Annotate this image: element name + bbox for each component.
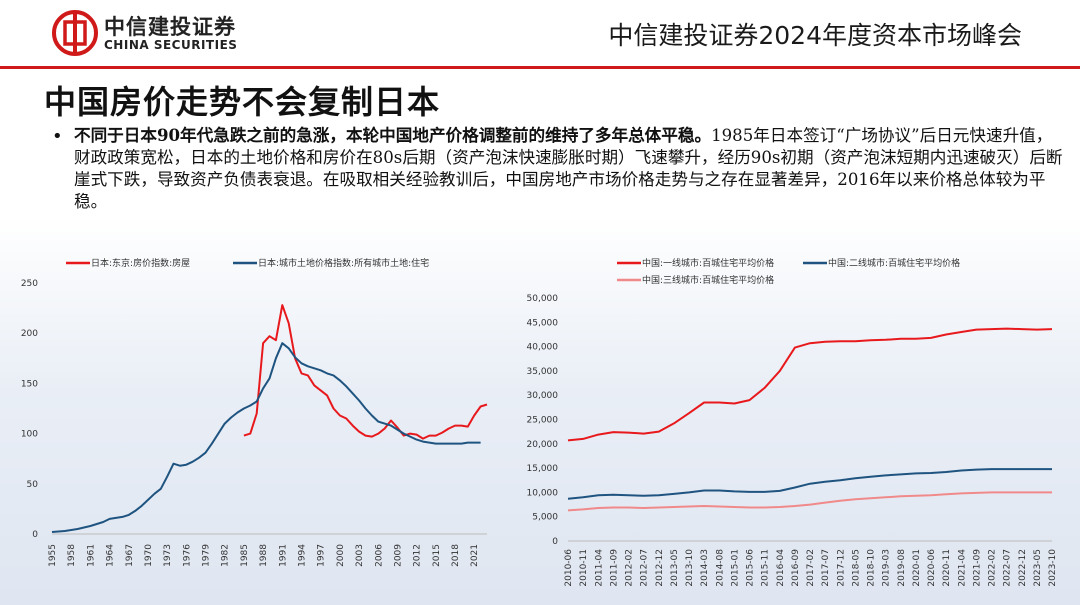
x-tick-label: 2017-02	[806, 549, 816, 587]
x-tick-label: 2018-05	[851, 549, 861, 587]
y-tick-label: 45,000	[527, 318, 559, 328]
x-tick-label: 2018	[451, 544, 461, 567]
y-tick-label: 5,000	[532, 513, 558, 523]
x-tick-label: 2013-05	[670, 549, 680, 587]
page-title: 中国房价走势不会复制日本	[44, 83, 441, 121]
x-tick-label: 1958	[67, 544, 77, 567]
x-tick-label: 1970	[144, 544, 154, 567]
y-tick-label: 150	[21, 379, 38, 389]
x-tick-label: 2016-04	[776, 549, 786, 587]
y-tick-label: 0	[32, 530, 38, 540]
y-tick-label: 100	[21, 430, 38, 440]
x-tick-label: 2012-07	[640, 549, 650, 587]
x-tick-label: 2015-11	[761, 549, 771, 587]
header-divider	[0, 66, 1080, 69]
x-tick-label: 2013-10	[685, 549, 695, 587]
x-tick-label: 1988	[259, 544, 269, 567]
citic-logo-icon	[52, 10, 98, 56]
x-tick-label: 1991	[278, 544, 288, 567]
header: 中信建投证券 CHINA SECURITIES 中信建投证券2024年度资本市场…	[0, 0, 1080, 66]
bullet-paragraph: 不同于日本90年代急跌之前的急涨，本轮中国地产价格调整前的维持了多年总体平稳。1…	[74, 124, 1064, 213]
x-tick-label: 2011-09	[609, 549, 619, 587]
background-gradient	[0, 215, 1080, 605]
y-tick-label: 0	[552, 537, 558, 547]
series-line-2	[567, 491, 1052, 512]
x-tick-label: 2015-01	[730, 549, 740, 587]
y-tick-label: 35,000	[527, 367, 559, 377]
legend-label-0: 中国:一线城市:百城住宅平均价格	[642, 257, 774, 269]
x-tick-label: 2017-07	[821, 549, 831, 587]
x-tick-label: 1982	[221, 544, 231, 567]
x-tick-label: 2019-08	[897, 549, 907, 587]
y-tick-label: 50,000	[527, 294, 559, 304]
x-tick-label: 2011-04	[594, 549, 604, 587]
logo-text-en: CHINA SECURITIES	[104, 38, 238, 52]
x-tick-label: 1973	[163, 544, 173, 567]
x-tick-label: 2021-09	[972, 549, 982, 587]
y-tick-label: 40,000	[527, 343, 559, 353]
x-tick-label: 2022-12	[1018, 549, 1028, 587]
y-tick-label: 250	[21, 279, 38, 289]
x-tick-label: 2003	[355, 544, 365, 567]
x-tick-label: 2006	[374, 544, 384, 567]
x-tick-label: 2021-04	[957, 549, 967, 587]
x-tick-label: 2009	[393, 544, 403, 567]
bullet-marker: •	[52, 126, 63, 147]
series-line-1	[567, 468, 1052, 500]
x-tick-label: 2012-02	[625, 549, 635, 587]
x-tick-label: 2018-10	[867, 549, 877, 587]
chart-japan-prices: 日本:东京:房价指数:房屋 日本:城市土地价格指数:所有城市土地:住宅 0 50 100…	[21, 257, 488, 567]
y-tick-label: 50	[27, 480, 39, 490]
x-tick-label: 2015-06	[746, 549, 756, 587]
x-tick-label: 2022-02	[988, 549, 998, 587]
x-tick-label: 1955	[48, 544, 58, 567]
x-tick-label: 1961	[86, 544, 96, 567]
x-tick-label: 2014-08	[715, 549, 725, 587]
x-tick-label: 2023-10	[1048, 549, 1058, 587]
x-tick-label: 2015	[432, 544, 442, 567]
bullet-bold-text: 不同于日本90年代急跌之前的急涨，本轮中国地产价格调整前的维持了多年总体平稳。	[74, 125, 712, 145]
chart-china-prices: 中国:一线城市:百城住宅平均价格 中国:二线城市:百城住宅平均价格中国:三线城市:…	[527, 257, 1059, 587]
x-tick-label: 2020-01	[912, 549, 922, 587]
logo-text-cn: 中信建投证券	[104, 15, 236, 39]
y-tick-label: 15,000	[527, 464, 559, 474]
x-tick-label: 1967	[125, 544, 135, 567]
x-tick-label: 1994	[297, 544, 307, 567]
legend-label-0: 日本:东京:房价指数:房屋	[91, 257, 190, 269]
x-tick-label: 2000	[336, 544, 346, 567]
legend-label-2: 中国:三线城市:百城住宅平均价格	[642, 274, 774, 286]
x-tick-label: 2020-11	[942, 549, 952, 587]
series-line-0	[567, 327, 1053, 442]
y-tick-label: 200	[21, 329, 38, 339]
bullet-body-text: 1985年日本签订“广场协议”后日元快速升值，财政政策宽松，日本的土地价格和房价…	[74, 126, 1063, 211]
y-tick-label: 20,000	[527, 440, 559, 450]
x-tick-label: 1964	[106, 544, 116, 567]
x-tick-label: 1997	[317, 544, 327, 567]
x-tick-label: 2022-07	[1003, 549, 1013, 587]
series-line-0	[243, 304, 488, 440]
legend-label-1: 日本:城市土地价格指数:所有城市土地:住宅	[258, 257, 429, 269]
x-tick-label: 2016-09	[791, 549, 801, 587]
x-tick-label: 2017-12	[836, 549, 846, 587]
x-tick-label: 2023-05	[1033, 549, 1043, 587]
conference-title: 中信建投证券2024年度资本市场峰会	[608, 21, 1022, 50]
y-tick-label: 30,000	[527, 391, 559, 401]
x-tick-label: 2010-11	[579, 549, 589, 587]
legend-label-1: 中国:二线城市:百城住宅平均价格	[828, 257, 960, 269]
x-tick-label: 2021	[470, 544, 480, 567]
x-tick-label: 2020-06	[927, 549, 937, 587]
x-tick-label: 1985	[240, 544, 250, 567]
x-tick-label: 2019-03	[882, 549, 892, 587]
x-tick-label: 2012-12	[655, 549, 665, 587]
y-tick-label: 25,000	[527, 416, 559, 426]
y-tick-label: 10,000	[527, 488, 559, 498]
x-tick-label: 2012	[413, 544, 423, 567]
x-tick-label: 2014-03	[700, 549, 710, 587]
x-tick-label: 1979	[202, 544, 212, 567]
series-line-1	[51, 342, 481, 533]
x-tick-label: 2010-06	[564, 549, 574, 587]
x-tick-label: 1976	[182, 544, 192, 567]
